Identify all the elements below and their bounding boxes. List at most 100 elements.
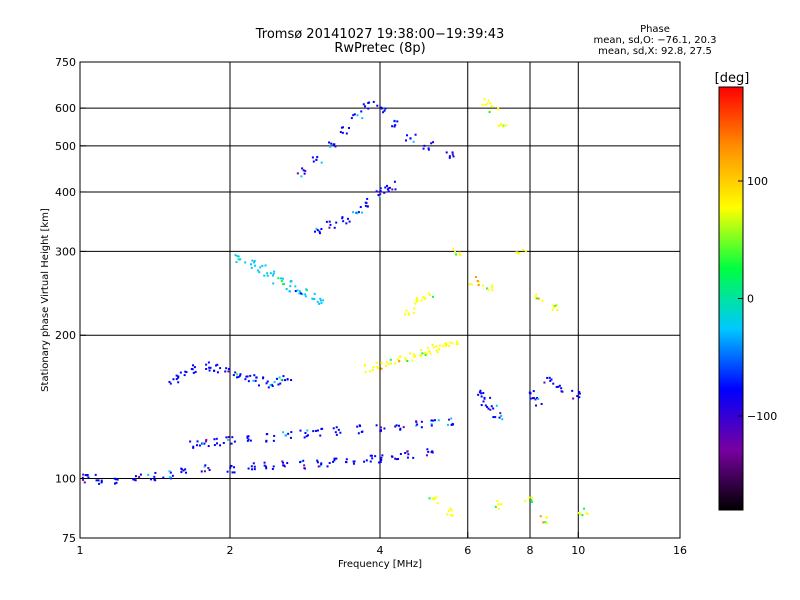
- data-point: [246, 375, 249, 378]
- data-point: [456, 340, 459, 343]
- data-point: [298, 290, 301, 293]
- data-point: [100, 479, 103, 482]
- data-point: [266, 380, 269, 383]
- data-point: [431, 451, 434, 454]
- data-point: [322, 299, 325, 302]
- data-point: [236, 255, 239, 258]
- data-point: [263, 274, 266, 277]
- data-point: [203, 465, 206, 468]
- data-point: [397, 358, 400, 361]
- data-point: [132, 478, 135, 481]
- data-point: [380, 362, 383, 365]
- data-point: [192, 446, 195, 449]
- data-point: [332, 427, 335, 430]
- data-point: [406, 450, 409, 453]
- data-point: [583, 507, 586, 510]
- data-point: [412, 140, 415, 143]
- data-point: [420, 348, 423, 351]
- data-point: [394, 124, 397, 127]
- data-point: [168, 380, 171, 383]
- data-point: [487, 407, 490, 410]
- data-point: [284, 379, 287, 382]
- data-point: [294, 290, 297, 293]
- data-point: [86, 474, 89, 477]
- data-point: [168, 476, 171, 479]
- data-point: [216, 442, 219, 445]
- data-point: [376, 104, 379, 107]
- data-point: [404, 357, 407, 360]
- data-point: [447, 509, 450, 512]
- data-point: [489, 408, 492, 411]
- data-point: [257, 384, 260, 387]
- data-point: [316, 155, 319, 158]
- data-point: [391, 455, 394, 458]
- data-point: [419, 354, 422, 357]
- data-point: [233, 440, 236, 443]
- data-point: [333, 457, 336, 460]
- data-point: [318, 232, 321, 235]
- data-point: [239, 374, 242, 377]
- data-point: [200, 470, 203, 473]
- data-point: [431, 419, 434, 422]
- data-point: [433, 498, 436, 501]
- data-point: [303, 464, 306, 467]
- data-point: [396, 120, 399, 123]
- data-point: [560, 390, 563, 393]
- data-point: [252, 462, 255, 465]
- data-point: [347, 126, 350, 129]
- data-point: [369, 370, 372, 373]
- data-point: [544, 521, 547, 524]
- data-point: [208, 468, 211, 471]
- data-point: [296, 289, 299, 292]
- data-point: [537, 398, 540, 401]
- data-point: [448, 155, 451, 158]
- data-point: [300, 175, 303, 178]
- data-point: [337, 428, 340, 431]
- data-point: [237, 258, 240, 261]
- data-point: [244, 378, 247, 381]
- y-tick-label: 100: [55, 473, 76, 486]
- data-point: [332, 460, 335, 463]
- data-point: [246, 439, 249, 442]
- data-point: [529, 392, 532, 395]
- data-point: [205, 367, 208, 370]
- data-point: [326, 465, 329, 468]
- data-point: [492, 407, 495, 410]
- data-point: [269, 272, 272, 275]
- data-point: [320, 161, 323, 164]
- data-point: [224, 370, 227, 373]
- data-point: [385, 364, 388, 367]
- data-point: [477, 284, 480, 287]
- data-point: [379, 190, 382, 193]
- data-point: [421, 352, 424, 355]
- data-point: [387, 187, 390, 190]
- data-point: [205, 440, 208, 443]
- data-point: [319, 297, 322, 300]
- data-point: [168, 470, 171, 473]
- data-point: [367, 107, 370, 110]
- data-point: [273, 434, 276, 437]
- data-point: [320, 463, 323, 466]
- data-point: [329, 145, 332, 148]
- data-point: [361, 430, 364, 433]
- data-point: [265, 382, 268, 385]
- data-point: [315, 158, 318, 161]
- data-point: [450, 509, 453, 512]
- data-point: [422, 147, 425, 150]
- data-point: [162, 476, 165, 479]
- data-point: [430, 423, 433, 426]
- data-point: [189, 440, 192, 443]
- data-point: [316, 429, 319, 432]
- data-point: [456, 343, 459, 346]
- data-point: [481, 103, 484, 106]
- data-point: [368, 101, 371, 104]
- data-point: [447, 418, 450, 421]
- data-point: [282, 375, 285, 378]
- data-point: [253, 468, 256, 471]
- data-point: [213, 444, 216, 447]
- data-point: [280, 277, 283, 280]
- data-point: [393, 180, 396, 183]
- data-point: [370, 454, 373, 457]
- data-point: [489, 396, 492, 399]
- data-point: [393, 125, 396, 128]
